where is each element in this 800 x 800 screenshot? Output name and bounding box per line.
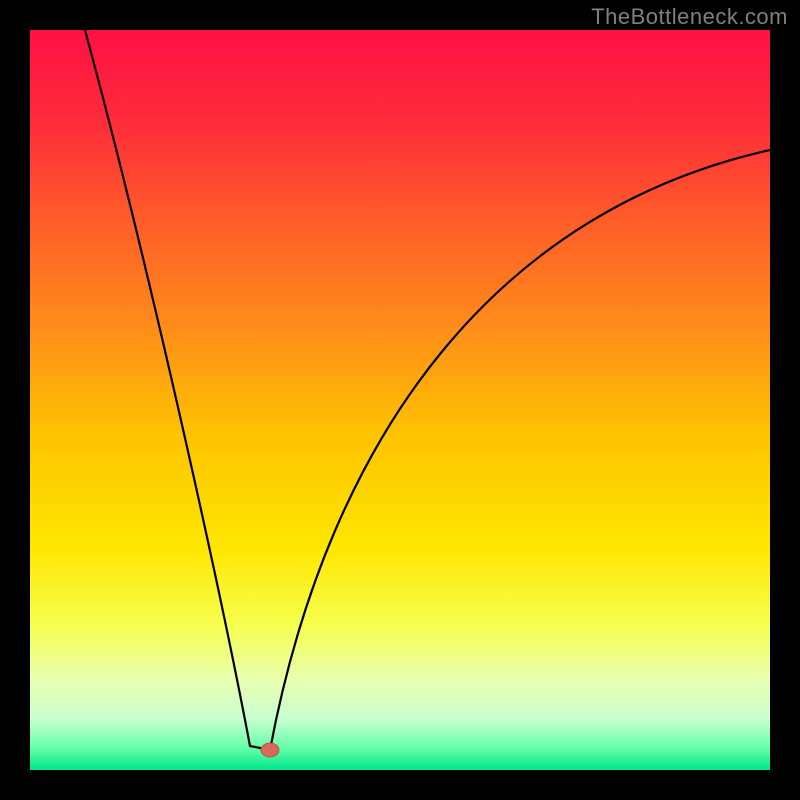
- plot-area: [30, 30, 770, 770]
- bottleneck-curve: [30, 30, 770, 770]
- minimum-marker: [261, 743, 279, 757]
- chart-frame: TheBottleneck.com: [0, 0, 800, 800]
- watermark-text: TheBottleneck.com: [591, 4, 788, 30]
